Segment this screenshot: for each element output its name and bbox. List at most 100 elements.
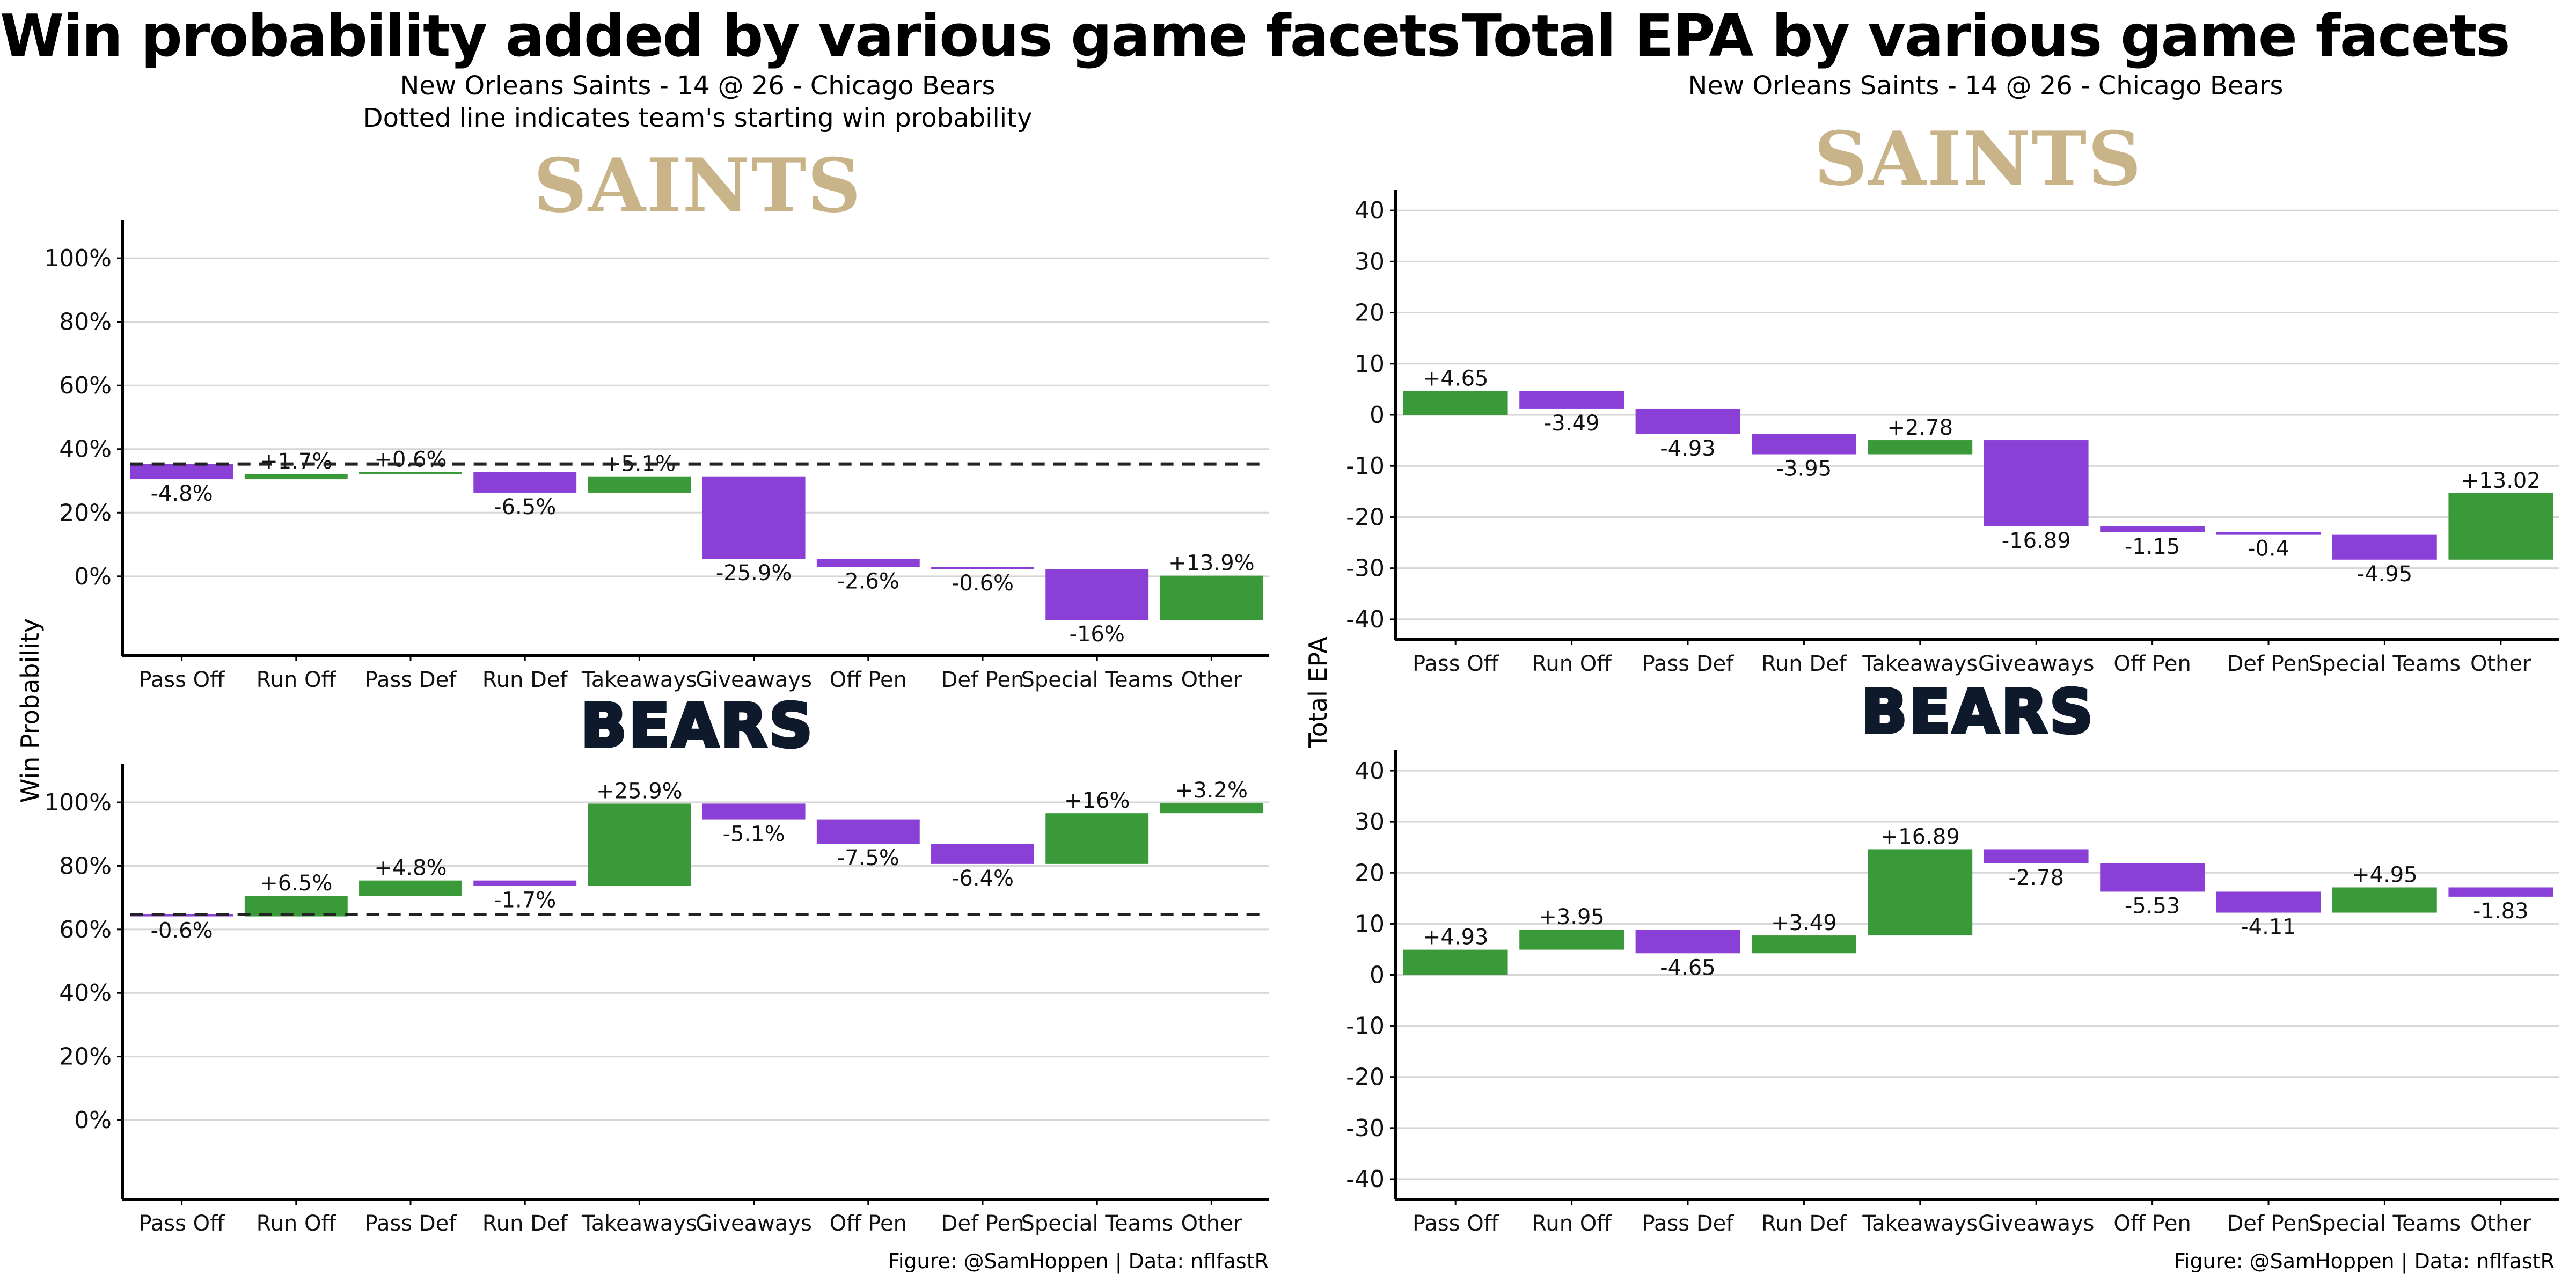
bar-special-teams [1045, 813, 1149, 864]
data-label: -1.15 [2125, 535, 2180, 559]
y-tick-label: 60% [59, 372, 112, 399]
y-tick-label: -10 [1346, 1013, 1385, 1040]
data-label: -4.93 [1660, 436, 1716, 461]
data-label: +16.89 [1880, 824, 1960, 849]
data-label: -3.49 [1544, 411, 1600, 436]
y-tick-label: 20 [1355, 859, 1385, 887]
x-tick-label: Def Pen [941, 668, 1024, 692]
x-tick-label: Off Pen [2113, 1211, 2191, 1236]
y-tick-label: -20 [1346, 1064, 1385, 1091]
data-label: +25.9% [596, 779, 683, 803]
x-tick-label: Pass Off [1413, 652, 1499, 676]
data-label: +13.02 [2461, 469, 2541, 493]
bar-def-pen [2216, 891, 2321, 913]
data-label: +0.6% [374, 447, 447, 472]
bar-special-teams [2332, 534, 2437, 560]
x-tick-label: Pass Def [365, 668, 457, 692]
data-label: +1.7% [260, 449, 332, 474]
bar-run-off [1519, 930, 1624, 950]
data-label: -4.65 [1660, 955, 1716, 980]
y-tick-label: 20 [1355, 299, 1385, 327]
bar-other [1160, 803, 1263, 814]
bar-def-pen [2216, 532, 2321, 535]
y-tick-label: 60% [59, 916, 112, 943]
x-tick-label: Pass Off [1413, 1211, 1499, 1236]
y-tick-label: -20 [1346, 503, 1385, 531]
y-tick-label: -40 [1346, 606, 1385, 633]
bar-takeaways [588, 803, 691, 886]
y-tick-label: 10 [1355, 910, 1385, 938]
x-tick-label: Run Off [1532, 652, 1612, 676]
y-tick-label: 40 [1355, 197, 1385, 224]
data-label: -6.4% [952, 866, 1014, 891]
bar-def-pen [931, 843, 1034, 864]
x-tick-label: Pass Off [138, 668, 225, 692]
x-tick-label: Def Pen [2227, 652, 2310, 676]
bar-other [2448, 493, 2553, 560]
data-label: +4.8% [374, 856, 447, 881]
bar-other [1160, 575, 1263, 620]
x-tick-label: Giveaways [696, 668, 812, 692]
x-tick-label: Giveaways [1978, 1211, 2095, 1236]
y-tick-label: 100% [44, 789, 112, 816]
data-label: +3.2% [1175, 778, 1248, 803]
data-label: -6.5% [494, 495, 556, 519]
bar-off-pen [2100, 526, 2205, 532]
x-tick-label: Off Pen [830, 668, 907, 692]
bar-off-pen [816, 819, 920, 844]
y-tick-label: 40 [1355, 757, 1385, 785]
data-label: +3.95 [1539, 905, 1605, 930]
y-tick-label: -10 [1346, 452, 1385, 480]
x-tick-label: Takeaways [1862, 652, 1978, 676]
x-tick-label: Def Pen [941, 1211, 1024, 1236]
bar-def-pen [931, 567, 1034, 569]
data-label: -0.6% [952, 571, 1014, 596]
y-tick-label: 40% [59, 436, 112, 463]
bar-other [2448, 887, 2553, 897]
x-tick-label: Off Pen [830, 1211, 907, 1236]
bar-giveaways [1984, 849, 2089, 863]
bar-run-off [1519, 391, 1624, 409]
bar-run-def [473, 880, 577, 886]
y-tick-label: -30 [1346, 555, 1385, 582]
x-tick-label: Giveaways [1978, 652, 2095, 676]
x-tick-label: Pass Def [365, 1211, 457, 1236]
x-tick-label: Takeaways [1862, 1211, 1978, 1236]
y-tick-label: 20% [59, 1043, 112, 1071]
bar-pass-off [1403, 391, 1508, 415]
saints-logo: SAINTS [533, 142, 862, 229]
right-chart-subtitle: New Orleans Saints - 14 @ 26 - Chicago B… [1688, 71, 2284, 101]
y-tick-label: 10 [1355, 350, 1385, 378]
bears-logo-epa: BEARS [1860, 676, 2095, 749]
bar-takeaways [588, 476, 691, 493]
x-tick-label: Run Off [1532, 1211, 1612, 1236]
data-label: -16% [1070, 622, 1125, 647]
bar-pass-off [130, 464, 233, 480]
right-chart-title: Total EPA by various game facets [1462, 3, 2510, 70]
x-tick-label: Run Off [257, 668, 337, 692]
x-tick-label: Other [2470, 652, 2531, 676]
y-tick-label: 0 [1370, 962, 1385, 989]
data-label: -16.89 [2002, 529, 2071, 553]
y-tick-label: 40% [59, 979, 112, 1007]
left-chart-subtitle: New Orleans Saints - 14 @ 26 - Chicago B… [400, 71, 996, 101]
x-tick-label: Run Def [1761, 652, 1847, 676]
y-tick-label: 80% [59, 309, 112, 336]
bar-run-def [1752, 434, 1856, 455]
y-tick-label: 20% [59, 499, 112, 526]
y-tick-label: 0% [74, 1107, 112, 1134]
x-tick-label: Special Teams [1021, 1211, 1173, 1236]
x-tick-label: Takeaways [581, 668, 697, 692]
x-tick-label: Special Teams [2309, 652, 2461, 676]
saints-logo-epa: SAINTS [1814, 115, 2142, 202]
x-tick-label: Pass Def [1642, 1211, 1735, 1236]
bar-special-teams [1045, 569, 1149, 620]
y-tick-label: 30 [1355, 248, 1385, 275]
bar-pass-off [1403, 949, 1508, 975]
data-label: -25.9% [716, 561, 792, 586]
x-tick-label: Giveaways [696, 1211, 812, 1236]
x-tick-label: Run Def [482, 1211, 568, 1236]
bar-pass-def [1635, 408, 1740, 434]
data-label: -2.78 [2008, 866, 2064, 890]
data-label: -0.6% [151, 919, 213, 943]
